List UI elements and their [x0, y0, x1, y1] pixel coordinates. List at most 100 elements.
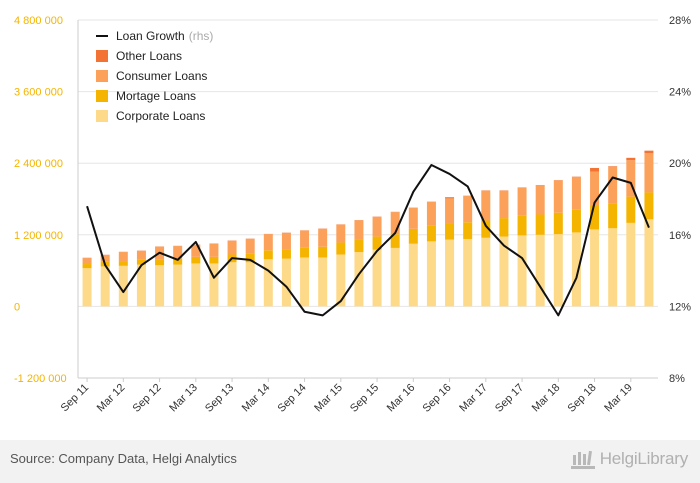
- bar-segment: [408, 228, 418, 244]
- x-tick-label: Sep 16: [421, 382, 454, 415]
- bar-segment: [318, 257, 328, 307]
- library-icon: [570, 450, 595, 469]
- x-tick-label: Mar 19: [602, 382, 635, 415]
- x-tick-label: Sep 13: [203, 382, 236, 415]
- bar-segment: [499, 236, 509, 307]
- bar-segment: [445, 198, 455, 224]
- x-tick-label: Sep 18: [566, 382, 599, 415]
- bar-segment: [571, 209, 581, 233]
- bar-segment: [281, 233, 291, 250]
- y-left-tick-label: 0: [14, 301, 20, 313]
- bar-segment: [644, 219, 654, 307]
- bar-segment: [245, 238, 255, 254]
- x-tick-label: Mar 15: [312, 382, 345, 415]
- x-tick-label: Sep 15: [348, 382, 381, 415]
- bar-segment: [481, 190, 491, 221]
- bar-segment: [644, 150, 654, 154]
- bar-segment: [245, 262, 255, 307]
- x-tick-label: Sep 17: [493, 382, 526, 415]
- bar-segment: [408, 243, 418, 307]
- bar-segment: [590, 171, 600, 205]
- bar-segment: [173, 264, 183, 307]
- bar-segment: [608, 166, 618, 204]
- bar-segment: [517, 187, 527, 216]
- bar-segment: [118, 265, 128, 307]
- bar-segment: [300, 247, 310, 258]
- bar-segment: [191, 263, 201, 307]
- bar-segment: [626, 157, 636, 161]
- bar-segment: [155, 265, 165, 307]
- source-note: Source: Company Data, Helgi Analytics: [10, 451, 237, 466]
- bar-segment: [263, 234, 273, 251]
- bar-segment: [390, 234, 400, 248]
- bar-segment: [644, 153, 654, 193]
- x-tick-label: Mar 12: [95, 382, 128, 415]
- bar-segment: [354, 239, 364, 253]
- bar-segment: [535, 185, 545, 215]
- legend-swatch-icon: [96, 50, 108, 62]
- bar-segment: [82, 268, 92, 307]
- bar-segment: [372, 216, 382, 237]
- x-tick-label: Mar 18: [530, 382, 563, 415]
- bar-segment: [608, 166, 618, 167]
- y-right-tick-label: 8%: [669, 373, 685, 385]
- x-tick-label: Sep 11: [59, 382, 92, 415]
- bar-segment: [318, 246, 328, 258]
- bar-segment: [281, 249, 291, 259]
- bar-segment: [553, 212, 563, 235]
- bar-segment: [590, 229, 600, 307]
- bar-segment: [390, 247, 400, 307]
- y-left-tick-label: 1 200 000: [14, 230, 63, 242]
- bar-segment: [626, 222, 636, 307]
- bar-segment: [354, 252, 364, 307]
- bar-segment: [499, 218, 509, 237]
- legend-label: Corporate Loans: [116, 109, 205, 123]
- bar-segment: [209, 263, 219, 307]
- bar-segment: [626, 196, 636, 223]
- bar-segment: [372, 249, 382, 307]
- bar-segment: [426, 225, 436, 242]
- bar-segment: [82, 264, 92, 269]
- bar-segment: [426, 241, 436, 307]
- bar-segment: [499, 190, 509, 219]
- x-tick-label: Mar 17: [457, 382, 490, 415]
- bar-segment: [372, 236, 382, 250]
- chart: -1 200 000 0 1 200 000 2 400 000 3 600 000 4 …: [14, 15, 691, 415]
- legend-swatch-icon: [96, 70, 108, 82]
- bar-segment: [336, 254, 346, 307]
- y-left-tick-label: 3 600 000: [14, 87, 63, 99]
- bar-segment: [354, 220, 364, 240]
- legend-label: Loan Growth (rhs): [116, 29, 213, 43]
- bar-segment: [390, 212, 400, 235]
- x-tick-label: Mar 14: [240, 382, 273, 415]
- y-right-tick-label: 12%: [669, 301, 691, 313]
- bar-segment: [227, 262, 237, 307]
- x-tick-label: Mar 13: [167, 382, 200, 415]
- bar-segment: [535, 234, 545, 307]
- bar-segment: [463, 238, 473, 307]
- bar-segment: [571, 176, 581, 210]
- bar-segment: [136, 250, 146, 260]
- bar-segment: [118, 252, 128, 262]
- bar-segment: [626, 160, 636, 197]
- bar-segment: [408, 207, 418, 229]
- bar-segment: [608, 228, 618, 307]
- bar-segment: [263, 250, 273, 260]
- y-right-tick-label: 20%: [669, 158, 691, 170]
- bar-segment: [300, 257, 310, 307]
- bar-segment: [136, 264, 146, 307]
- bar-segment: [245, 253, 255, 263]
- bar-segment: [517, 235, 527, 307]
- bar-segment: [463, 196, 473, 223]
- bar-segment: [118, 261, 128, 266]
- bar-segment: [535, 214, 545, 235]
- legend-swatch-icon: [96, 110, 108, 122]
- legend-label: Other Loans: [116, 49, 182, 63]
- x-tick-label: Sep 14: [276, 382, 309, 415]
- bar-segment: [191, 256, 201, 264]
- bar-segment: [644, 192, 654, 220]
- bar-segment: [571, 232, 581, 307]
- bar-segment: [590, 204, 600, 230]
- bar-segment: [263, 259, 273, 307]
- bar-segment: [481, 220, 491, 238]
